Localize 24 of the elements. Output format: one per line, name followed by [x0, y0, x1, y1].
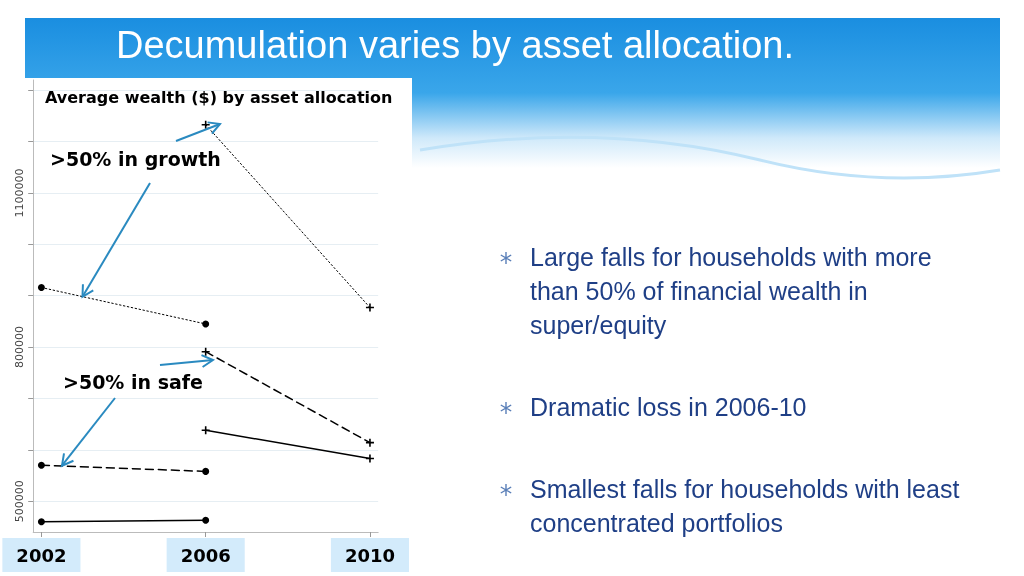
point — [365, 438, 374, 447]
text: Smallest falls for households with least concentrated portfolios — [530, 474, 961, 539]
annotation: >50% in safe — [63, 371, 203, 393]
text: Large falls for households with more than 50% of financial wealth in super/equity — [530, 242, 933, 341]
point — [365, 303, 374, 312]
point — [202, 516, 210, 524]
y-tick-label: 500000 — [13, 480, 27, 523]
point — [201, 347, 210, 356]
point — [365, 454, 374, 463]
text: Dramatic loss in 2006-10 — [530, 392, 808, 423]
text: Decumulation varies by asset allocation. — [115, 24, 795, 67]
point — [201, 426, 210, 435]
point — [37, 284, 45, 292]
point — [37, 461, 45, 469]
x-tick-label: 2002 — [16, 544, 67, 566]
y-tick-label: 800000 — [13, 326, 27, 369]
x-tick-label: 2010 — [344, 544, 396, 566]
point — [202, 320, 210, 328]
point — [202, 467, 210, 475]
y-tick-label: 1100000 — [13, 168, 27, 218]
annotation: >50% in growth — [50, 148, 221, 170]
x-tick-label: 2006 — [180, 544, 231, 566]
text: Average wealth ($) by asset allocation — [45, 87, 393, 107]
point — [37, 518, 45, 526]
